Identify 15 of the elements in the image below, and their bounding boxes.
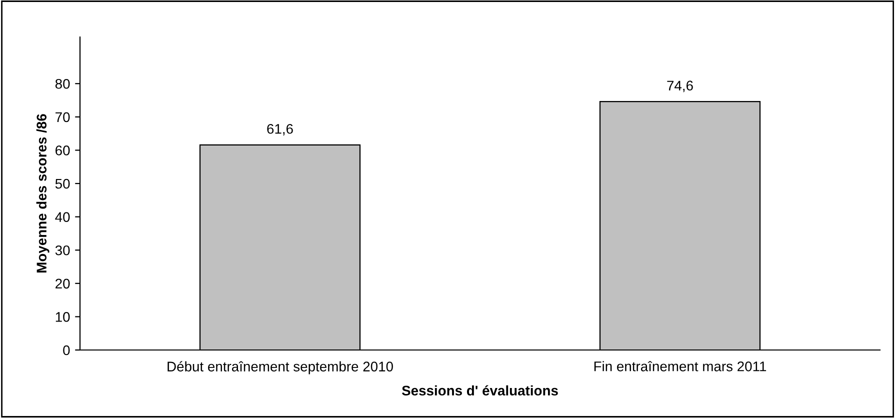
y-tick-label: 20: [56, 278, 70, 289]
y-tick-label: 10: [56, 312, 70, 322]
x-axis-title: Sessions d' évaluations: [402, 385, 558, 396]
data-label: 74,6: [667, 80, 693, 92]
y-tick-label: 40: [55, 212, 70, 222]
y-tick-label: 30: [55, 245, 70, 256]
y-tick-label: 60: [56, 146, 70, 156]
data-label: 61,6: [267, 124, 293, 136]
y-tick-label: 80: [55, 78, 70, 89]
x-tick-label: Début entraînement septembre 2010: [168, 361, 393, 374]
y-axis-title: Moyenne des scores /86: [36, 114, 50, 272]
y-tick-label: 0: [63, 345, 70, 356]
x-tick-label: Fin entraînement mars 2011: [594, 361, 766, 372]
y-tick-label: 50: [55, 178, 70, 189]
y-tick-label: 70: [56, 112, 70, 122]
